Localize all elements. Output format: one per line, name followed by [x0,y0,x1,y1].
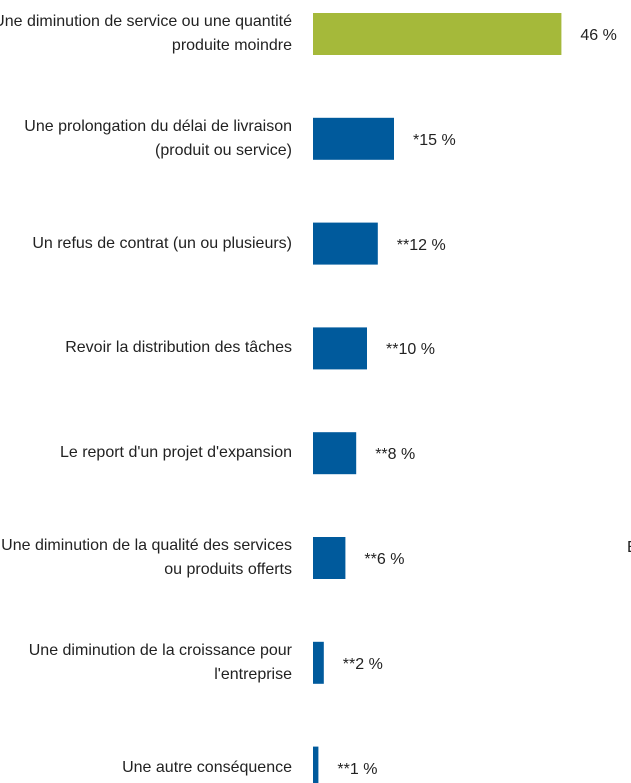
value-label: *15 % [413,131,456,149]
bar [313,327,367,370]
category-label: Une diminution de la croissance pour l'e… [28,641,292,683]
category-label: Une diminution de la qualité des service… [1,537,292,578]
category-label: Le report d'un projet d'expansion [59,444,292,462]
bar [313,117,394,160]
bar [313,13,562,55]
category-label: Une prolongation du délai de livraison (… [24,117,292,159]
bar [313,432,357,475]
category-label: Un refus de contrat (un ou plusieurs) [32,234,292,252]
value-label: **10 % [386,341,435,359]
bar [313,641,324,684]
category-label: Revoir la distribution des tâches [65,339,292,357]
bar [313,537,346,579]
bar [313,222,378,265]
annotation: E [627,538,631,558]
value-label: **6 % [364,551,405,568]
value-label: 46 % [580,27,617,44]
category-label: Une autre conséquence [122,758,292,776]
category-label: Une diminution de service ou une quantit… [0,13,292,54]
value-label: **1 % [337,760,378,778]
value-label: **2 % [342,655,383,673]
value-label: **8 % [375,446,416,464]
value-label: **12 % [396,236,446,254]
bar [313,746,319,783]
